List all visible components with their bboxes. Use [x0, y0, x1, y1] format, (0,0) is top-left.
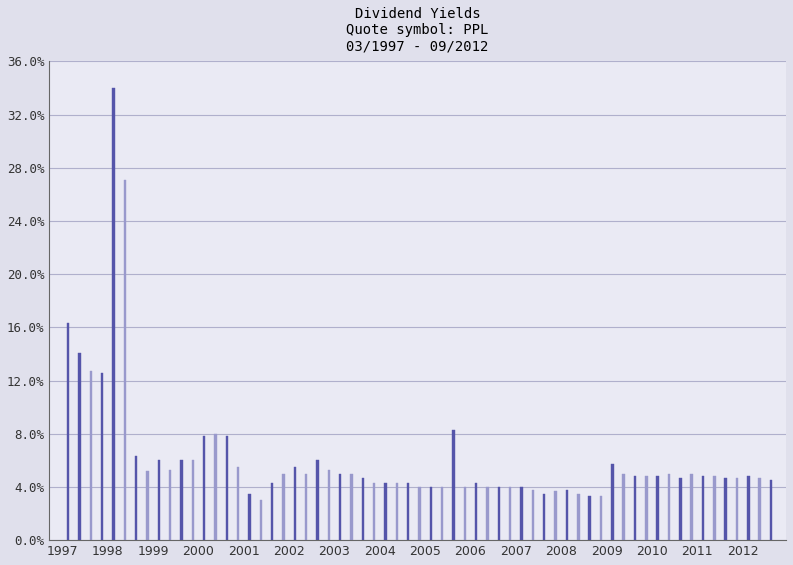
Bar: [158, 460, 160, 540]
Bar: [135, 457, 137, 540]
Bar: [305, 473, 308, 540]
Bar: [124, 180, 126, 540]
Bar: [259, 500, 262, 540]
Bar: [373, 483, 375, 540]
Bar: [611, 464, 614, 540]
Bar: [588, 496, 591, 540]
Bar: [724, 477, 727, 540]
Bar: [362, 477, 364, 540]
Bar: [736, 477, 738, 540]
Bar: [565, 490, 568, 540]
Bar: [441, 487, 443, 540]
Bar: [214, 434, 216, 540]
Bar: [691, 473, 693, 540]
Bar: [339, 473, 342, 540]
Bar: [747, 476, 749, 540]
Bar: [396, 483, 398, 540]
Bar: [634, 476, 636, 540]
Bar: [90, 371, 92, 540]
Bar: [328, 470, 330, 540]
Bar: [419, 487, 421, 540]
Bar: [271, 483, 274, 540]
Bar: [758, 477, 760, 540]
Bar: [67, 323, 70, 540]
Title: Dividend Yields
Quote symbol: PPL
03/1997 - 09/2012: Dividend Yields Quote symbol: PPL 03/199…: [347, 7, 488, 53]
Bar: [657, 476, 659, 540]
Bar: [146, 471, 149, 540]
Bar: [316, 460, 319, 540]
Bar: [713, 476, 715, 540]
Bar: [430, 487, 432, 540]
Bar: [554, 491, 557, 540]
Bar: [509, 487, 511, 540]
Bar: [531, 490, 534, 540]
Bar: [452, 430, 455, 540]
Bar: [180, 460, 183, 540]
Bar: [645, 476, 648, 540]
Bar: [237, 467, 239, 540]
Bar: [486, 487, 488, 540]
Bar: [351, 473, 353, 540]
Bar: [702, 476, 704, 540]
Bar: [79, 353, 81, 540]
Bar: [770, 480, 772, 540]
Bar: [192, 460, 194, 540]
Bar: [498, 487, 500, 540]
Bar: [385, 483, 387, 540]
Bar: [668, 473, 670, 540]
Bar: [248, 494, 251, 540]
Bar: [226, 437, 228, 540]
Bar: [113, 88, 115, 540]
Bar: [407, 483, 409, 540]
Bar: [293, 467, 296, 540]
Bar: [101, 373, 103, 540]
Bar: [623, 473, 625, 540]
Bar: [600, 496, 602, 540]
Bar: [520, 487, 523, 540]
Bar: [577, 494, 580, 540]
Bar: [464, 487, 466, 540]
Bar: [475, 483, 477, 540]
Bar: [169, 470, 171, 540]
Bar: [203, 437, 205, 540]
Bar: [543, 494, 546, 540]
Bar: [282, 473, 285, 540]
Bar: [679, 477, 681, 540]
